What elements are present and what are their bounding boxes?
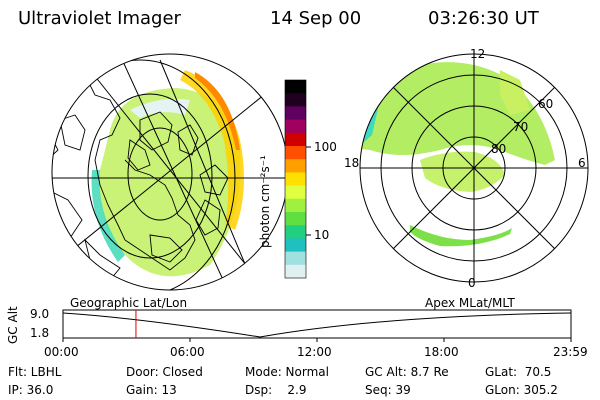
auroral-emission-left xyxy=(91,70,244,277)
colorbar xyxy=(284,79,311,279)
altitude-curve xyxy=(62,312,572,338)
status-dsp: Dsp: 2.9 xyxy=(245,383,307,397)
mlt-label-12: 12 xyxy=(470,47,486,61)
status-seq: Seq: 39 xyxy=(365,383,411,397)
timeline-x-tick-0000: 00:00 xyxy=(44,345,79,359)
status-door: Door: Closed xyxy=(126,365,203,379)
right-panel-caption: Apex MLat/MLT xyxy=(425,296,515,310)
auroral-emission-right xyxy=(360,62,555,247)
altitude-timeline xyxy=(62,309,572,342)
polar-boundary xyxy=(359,53,589,283)
date-label: 14 Sep 00 xyxy=(270,8,362,29)
status-flt: Flt: LBHL xyxy=(8,365,62,379)
colorbar-segment xyxy=(285,185,306,200)
polar-plot xyxy=(359,53,589,283)
polar-grid xyxy=(360,54,588,282)
status-ip: IP: 36.0 xyxy=(8,383,54,397)
timeline-ticks xyxy=(62,338,572,342)
mlat-label-70: 70 xyxy=(513,120,529,134)
timeline-y-tick-max: 9.0 xyxy=(30,307,50,321)
mlat-label-60: 60 xyxy=(538,97,554,111)
mlt-label-18: 18 xyxy=(344,156,360,170)
mlt-label-6: 6 xyxy=(578,156,586,170)
colorbar-tick-10: 10 xyxy=(314,228,330,242)
colorbar-segment xyxy=(285,198,306,213)
colorbar-segment xyxy=(285,159,306,173)
colorbar-segment xyxy=(285,172,306,187)
lat-lon-grid xyxy=(52,54,288,290)
timeline-x-tick-2359: 23:59 xyxy=(553,345,588,359)
colorbar-segment xyxy=(285,212,306,226)
timeline-x-tick-1800: 18:00 xyxy=(424,345,459,359)
colorbar-segment xyxy=(285,106,306,121)
timeline-y-label: GC Alt xyxy=(6,306,20,344)
colorbar-segment xyxy=(285,238,306,253)
mlat-label-80: 80 xyxy=(491,142,507,156)
time-label: 03:26:30 UT xyxy=(428,8,539,29)
colorbar-unit-label: photon cm⁻²s⁻¹ xyxy=(258,155,272,248)
status-glon: GLon: 305.2 xyxy=(485,383,558,397)
colorbar-segment xyxy=(285,93,306,107)
status-gc-alt: GC Alt: 8.7 Re xyxy=(365,365,449,379)
colorbar-segment xyxy=(285,225,306,239)
colorbar-segment xyxy=(285,132,306,147)
status-glat: GLat: 70.5 xyxy=(485,365,552,379)
colorbar-segment xyxy=(285,119,306,134)
geographic-map xyxy=(51,53,289,291)
timeline-box xyxy=(62,309,572,339)
left-panel-caption: Geographic Lat/Lon xyxy=(70,296,188,310)
colorbar-segment xyxy=(285,251,306,266)
colorbar-tick-100: 100 xyxy=(314,140,337,154)
timeline-x-tick-1200: 12:00 xyxy=(297,345,332,359)
colorbar-segment xyxy=(285,80,306,94)
mlt-label-0: 0 xyxy=(468,276,476,290)
coastlines xyxy=(52,59,229,281)
colorbar-segment xyxy=(285,146,306,160)
instrument-title: Ultraviolet Imager xyxy=(18,8,181,29)
status-gain: Gain: 13 xyxy=(126,383,177,397)
status-mode: Mode: Normal xyxy=(245,365,329,379)
timeline-y-tick-min: 1.8 xyxy=(30,326,50,340)
colorbar-segment xyxy=(285,264,306,279)
timeline-x-tick-0600: 06:00 xyxy=(170,345,205,359)
